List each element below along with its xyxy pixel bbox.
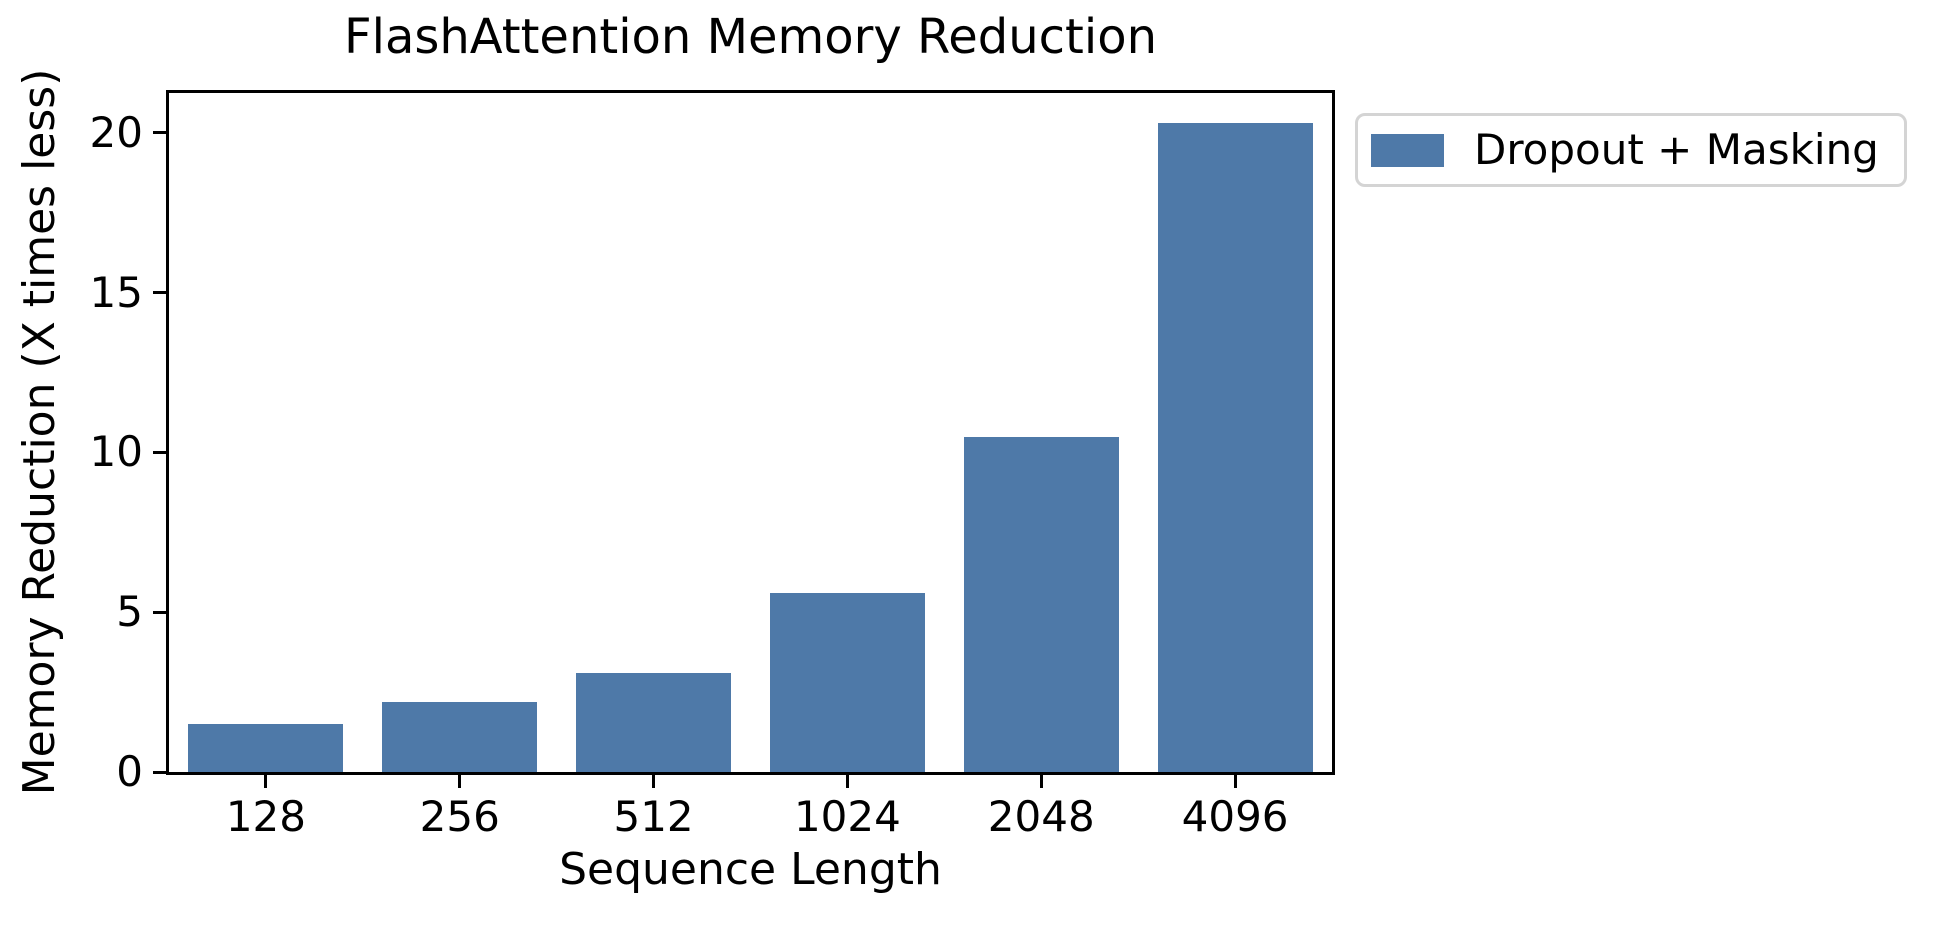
x-axis-label: Sequence Length xyxy=(559,844,942,895)
x-tick-label-4096: 4096 xyxy=(1181,792,1289,841)
bar-256 xyxy=(382,701,538,772)
y-tick-label-20: 20 xyxy=(89,107,143,157)
x-tick-mark-512 xyxy=(652,775,656,788)
x-tick-label-128: 128 xyxy=(225,792,306,841)
x-tick-mark-256 xyxy=(458,775,462,788)
y-tick-mark-0 xyxy=(153,770,166,774)
y-tick-mark-10 xyxy=(153,450,166,454)
x-tick-mark-4096 xyxy=(1233,775,1237,788)
y-tick-mark-5 xyxy=(153,610,166,614)
y-tick-label-5: 5 xyxy=(116,587,143,637)
x-tick-mark-2048 xyxy=(1039,775,1043,788)
legend-label: Dropout + Masking xyxy=(1474,125,1879,174)
y-tick-label-0: 0 xyxy=(116,747,143,796)
bar-4096 xyxy=(1157,123,1313,772)
bar-128 xyxy=(188,724,344,772)
plot-area xyxy=(166,90,1335,775)
bar-1024 xyxy=(769,593,925,772)
bar-512 xyxy=(576,672,732,772)
x-tick-mark-128 xyxy=(264,775,268,788)
x-tick-label-256: 256 xyxy=(419,792,500,841)
y-tick-label-15: 15 xyxy=(89,267,143,317)
x-tick-label-2048: 2048 xyxy=(987,792,1095,841)
chart-title: FlashAttention Memory Reduction xyxy=(344,9,1157,65)
x-tick-label-1024: 1024 xyxy=(793,792,901,841)
y-tick-label-10: 10 xyxy=(89,427,143,477)
bar-2048 xyxy=(963,436,1119,772)
x-tick-mark-1024 xyxy=(845,775,849,788)
y-tick-mark-15 xyxy=(153,291,166,295)
y-tick-mark-20 xyxy=(153,131,166,135)
x-tick-label-512: 512 xyxy=(613,792,694,841)
legend: Dropout + Masking xyxy=(1355,113,1907,187)
legend-swatch xyxy=(1371,133,1444,167)
